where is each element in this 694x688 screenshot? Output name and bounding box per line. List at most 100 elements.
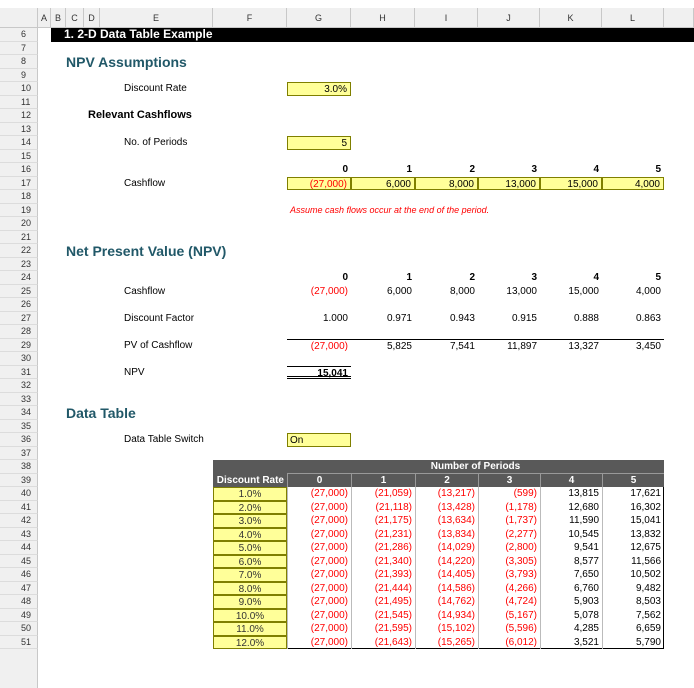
table-value: (21,595)	[351, 622, 415, 636]
value-cell: 0.971	[386, 312, 412, 324]
input-cell: 8,000	[415, 176, 478, 190]
table-value: (21,175)	[351, 514, 415, 528]
value-cell: 13,327	[540, 338, 602, 353]
value-cell: 3,450	[602, 338, 664, 353]
table-value: (21,118)	[351, 500, 415, 514]
period-header: 3	[531, 164, 537, 175]
value-cell: 0.888	[573, 312, 599, 324]
select-all[interactable]	[0, 8, 38, 28]
table-value: (599)	[478, 487, 540, 501]
rate-input: 2.0%	[213, 500, 287, 514]
row-number: 49	[0, 608, 38, 622]
rate-input: 9.0%	[213, 595, 287, 609]
input-cell: 13,000	[478, 176, 540, 190]
group-header: Number of Periods	[287, 460, 664, 474]
table-value: (21,393)	[351, 568, 415, 582]
rate-input: 1.0%	[213, 487, 287, 501]
table-value: 9,482	[602, 581, 664, 595]
table-value: (21,059)	[351, 487, 415, 501]
row-number: 14	[0, 136, 38, 150]
table-value: (13,428)	[415, 500, 478, 514]
table-value: (27,000)	[287, 608, 351, 622]
column-header: G	[287, 8, 351, 28]
rate-input: 11.0%	[213, 622, 287, 636]
table-value: (15,102)	[415, 622, 478, 636]
label: Discount Factor	[124, 312, 195, 324]
period-header: 0	[342, 164, 348, 175]
row-number: 43	[0, 527, 38, 541]
column-header: K	[540, 8, 602, 28]
period-header: 4	[593, 272, 599, 283]
table-value: (27,000)	[287, 487, 351, 501]
value-cell: 0.863	[635, 312, 661, 324]
label: Data Table Switch	[124, 434, 204, 445]
row-number: 9	[0, 68, 38, 82]
table-value: 6,760	[540, 581, 602, 595]
row-number: 27	[0, 311, 38, 325]
table-value: (27,000)	[287, 554, 351, 568]
table-value: (27,000)	[287, 622, 351, 636]
table-value: 5,790	[602, 635, 664, 649]
table-value: (14,405)	[415, 568, 478, 582]
table-value: (21,340)	[351, 554, 415, 568]
row-number: 28	[0, 325, 38, 339]
table-value: (14,220)	[415, 554, 478, 568]
table-value: (27,000)	[287, 527, 351, 541]
row-number: 24	[0, 271, 38, 285]
table-value: (3,305)	[478, 554, 540, 568]
table-value: 8,503	[602, 595, 664, 609]
rate-input: 5.0%	[213, 541, 287, 555]
table-value: (14,934)	[415, 608, 478, 622]
corner-label: Discount Rate	[213, 473, 287, 487]
input-cell: 6,000	[351, 176, 415, 190]
period-header: 3	[531, 272, 537, 283]
rate-input: 7.0%	[213, 568, 287, 582]
table-value: 8,577	[540, 554, 602, 568]
row-number-blank	[0, 649, 38, 688]
row-number: 51	[0, 635, 38, 649]
period-header: 2	[469, 272, 475, 283]
period-header: 1	[406, 272, 412, 283]
input-cell: 15,000	[540, 176, 602, 190]
section-title: 1. 2-D Data Table Example	[64, 27, 213, 41]
note: Assume cash flows occur at the end of th…	[290, 204, 490, 215]
table-value: (21,643)	[351, 635, 415, 649]
row-number: 30	[0, 352, 38, 366]
table-value: (4,724)	[478, 595, 540, 609]
table-value: (5,167)	[478, 608, 540, 622]
row-number: 19	[0, 203, 38, 217]
row-number: 20	[0, 217, 38, 231]
table-value: (21,545)	[351, 608, 415, 622]
row-number: 44	[0, 541, 38, 555]
subheading: Relevant Cashflows	[88, 109, 192, 121]
period-header: 5	[655, 164, 661, 175]
table-value: (21,444)	[351, 581, 415, 595]
table-value: (13,217)	[415, 487, 478, 501]
rate-input: 10.0%	[213, 608, 287, 622]
table-value: 13,832	[602, 527, 664, 541]
table-value: 17,621	[602, 487, 664, 501]
column-header-blank	[664, 8, 694, 28]
row-number: 36	[0, 433, 38, 447]
table-value: 7,650	[540, 568, 602, 582]
row-number: 15	[0, 149, 38, 163]
heading: Data Table	[66, 405, 136, 421]
table-value: 9,541	[540, 541, 602, 555]
table-value: (2,800)	[478, 541, 540, 555]
table-value: 5,078	[540, 608, 602, 622]
rate-input: 6.0%	[213, 554, 287, 568]
input-cell: 3.0%	[287, 82, 351, 96]
column-header: F	[213, 8, 287, 28]
table-value: (27,000)	[287, 581, 351, 595]
row-number: 7	[0, 41, 38, 55]
table-value: (13,634)	[415, 514, 478, 528]
row-number: 21	[0, 230, 38, 244]
table-value: (27,000)	[287, 635, 351, 649]
table-value: (13,834)	[415, 527, 478, 541]
period-header: 1	[351, 473, 415, 487]
rate-input: 3.0%	[213, 514, 287, 528]
table-value: 15,041	[602, 514, 664, 528]
row-number: 41	[0, 500, 38, 514]
row-number: 13	[0, 122, 38, 136]
table-value: (1,178)	[478, 500, 540, 514]
